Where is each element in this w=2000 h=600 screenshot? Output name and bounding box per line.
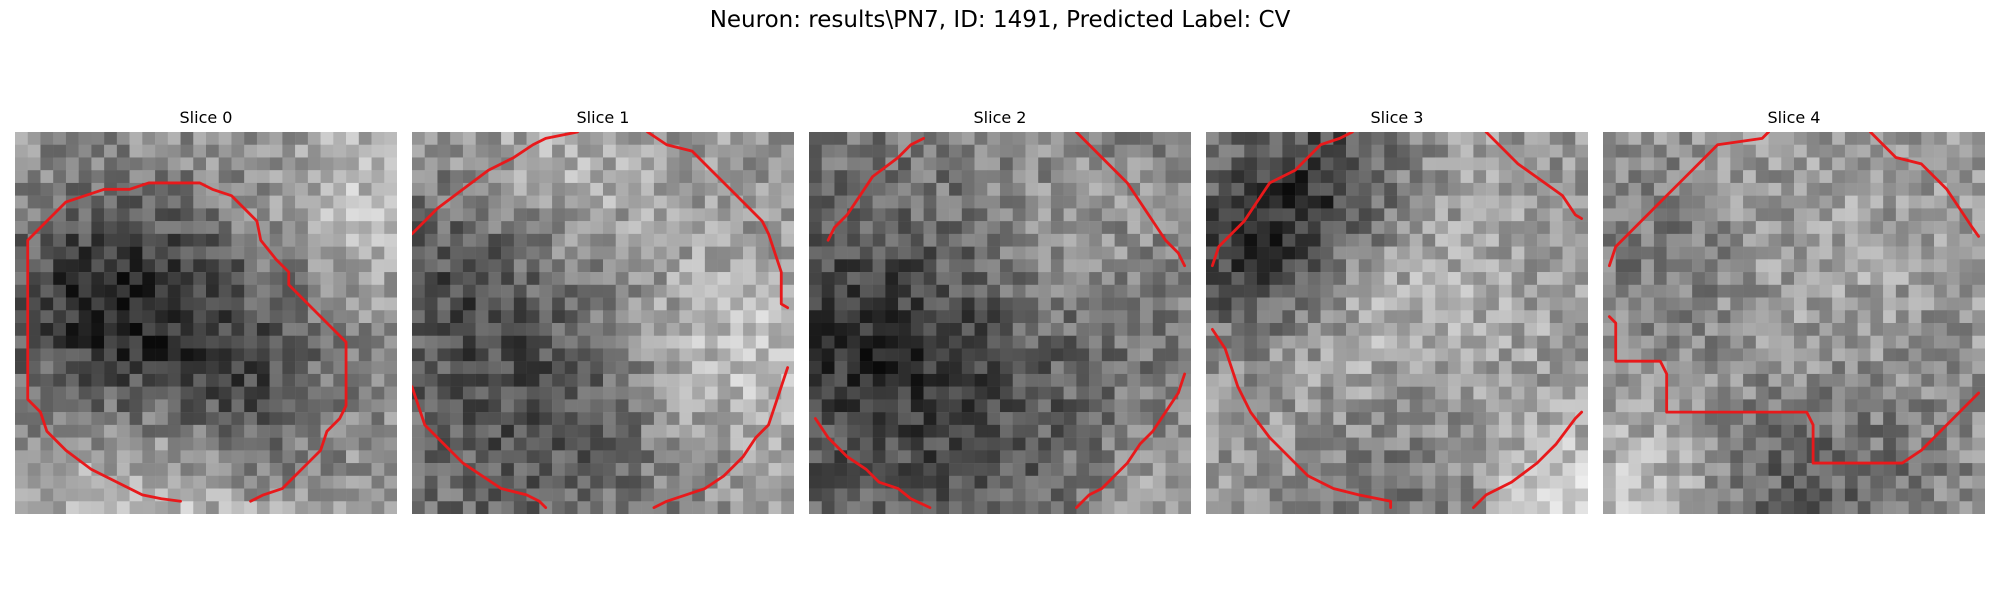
slice-title: Slice 3 — [1370, 108, 1424, 127]
slice-image — [809, 132, 1191, 514]
slice-pixels — [412, 132, 794, 514]
segmentation-contour — [1074, 132, 1187, 268]
slice-pixels — [1603, 132, 1985, 514]
slice-image — [1206, 132, 1588, 514]
segmentation-contour — [412, 132, 579, 236]
slice-panel-2: Slice 2 — [809, 107, 1191, 514]
slice-panel-1: Slice 1 — [412, 107, 794, 514]
slice-image — [15, 132, 397, 514]
segmentation-contour — [1471, 410, 1584, 510]
segmentation-contour — [412, 385, 548, 510]
slice-image — [412, 132, 794, 514]
segmentation-contour — [826, 136, 926, 242]
slice-panel-0: Slice 0 — [15, 107, 397, 514]
segmentation-contour — [1484, 132, 1584, 220]
slice-title: Slice 0 — [179, 108, 233, 127]
segmentation-contour — [1607, 315, 1981, 465]
slice-pixels — [809, 132, 1191, 514]
segmentation-contour — [1074, 372, 1187, 510]
segmentation-contour — [1607, 132, 1770, 268]
segmentation-contour — [26, 181, 348, 503]
segmentation-contour — [1210, 132, 1354, 268]
segmentation-contour — [652, 366, 790, 510]
slice-pixels — [1206, 132, 1588, 514]
slice-panel-4: Slice 4 — [1603, 107, 1985, 514]
segmentation-contour — [813, 417, 932, 510]
slice-title: Slice 2 — [973, 108, 1027, 127]
segmentation-contour — [1210, 327, 1393, 510]
slice-image — [1603, 132, 1985, 514]
slice-title: Slice 4 — [1767, 108, 1821, 127]
slice-panel-3: Slice 3 — [1206, 107, 1588, 514]
segmentation-contour — [1868, 132, 1981, 238]
segmentation-contour — [646, 132, 790, 310]
figure-title: Neuron: results\PN7, ID: 1491, Predicted… — [709, 7, 1291, 33]
slice-title: Slice 1 — [576, 108, 630, 127]
